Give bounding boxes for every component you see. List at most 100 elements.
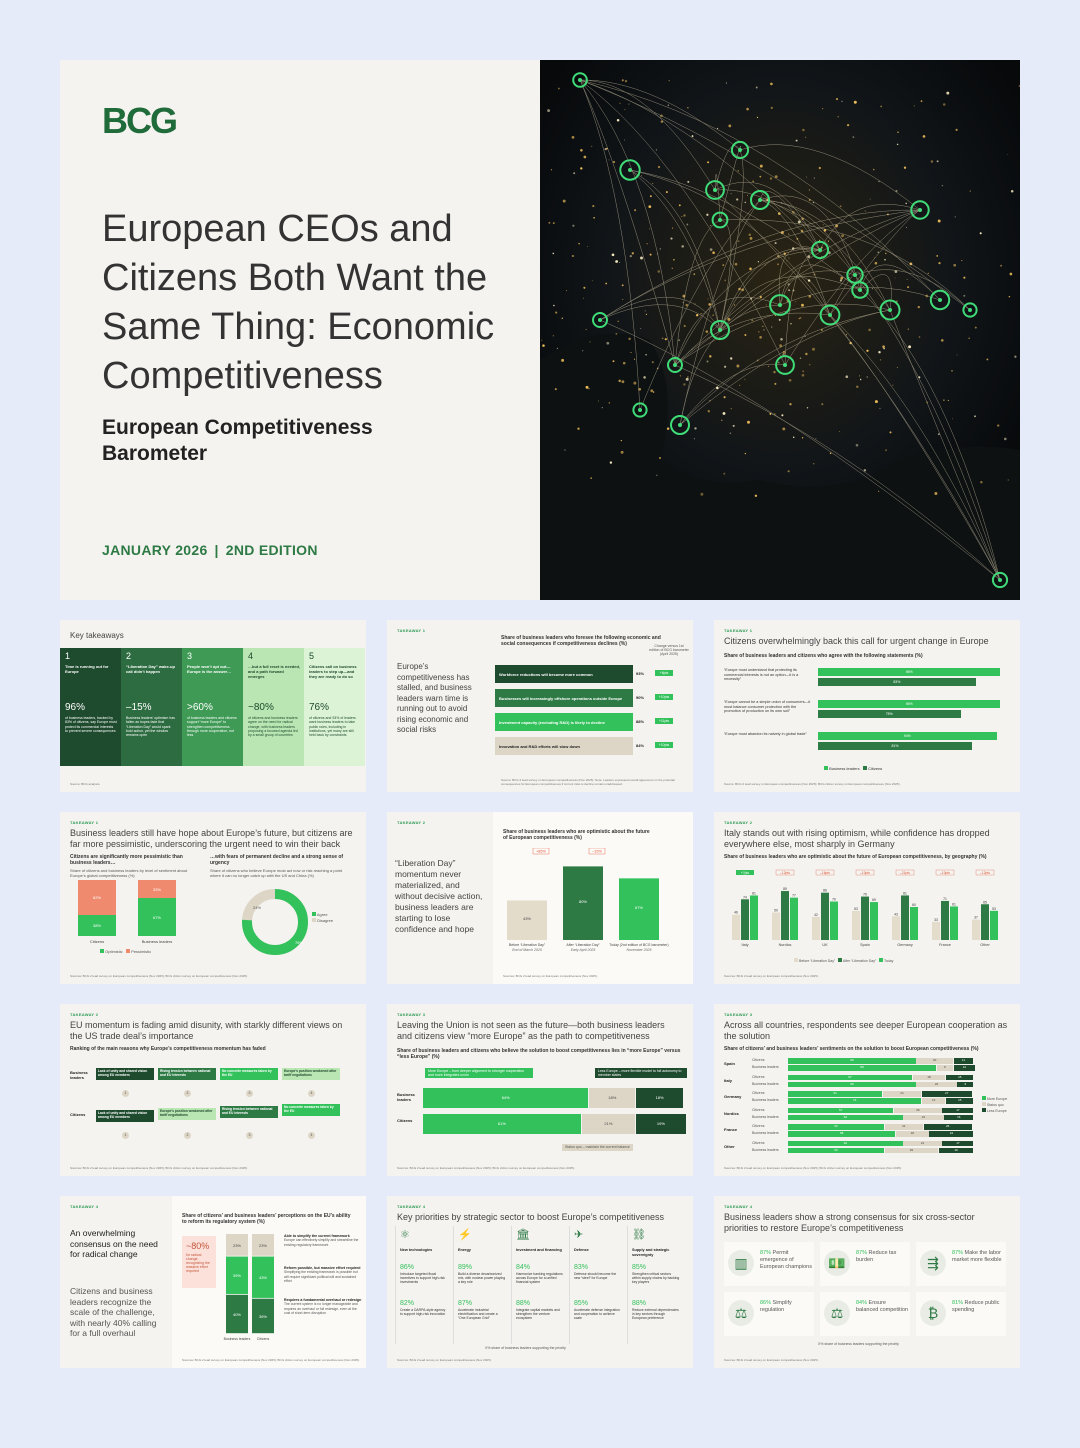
city-light xyxy=(839,431,841,433)
sector-icon: ⛓ xyxy=(632,1229,646,1241)
source-note: Sources: BCG 2 lead survey on European c… xyxy=(503,974,598,978)
network-link xyxy=(714,189,1001,581)
urgency-donut: 76% 24% xyxy=(242,889,308,955)
stack-segment: 67 xyxy=(788,1074,913,1080)
reform-note: Requires a fundamental overhaul or redes… xyxy=(284,1298,362,1315)
geo-label: Germany xyxy=(897,943,913,947)
city-light xyxy=(727,317,731,321)
stack-segment: 69 xyxy=(788,1081,916,1087)
network-hub-ring xyxy=(991,571,1009,589)
city-light xyxy=(765,304,767,306)
city-light xyxy=(754,494,758,497)
column-label: Citizens xyxy=(257,1337,270,1341)
city-light xyxy=(788,257,790,259)
sector-name: Supply and strategic sovereignty xyxy=(632,1248,670,1257)
geo-delta-badge xyxy=(935,869,955,876)
geo-delta-badge xyxy=(736,870,754,875)
city-light xyxy=(906,278,908,280)
network-hub-ring xyxy=(670,415,690,435)
takeaway-column: 3 People won’t opt out—Europe is the answ… xyxy=(182,648,243,766)
money-icon: 💵 xyxy=(824,1250,850,1276)
city-light xyxy=(800,229,804,233)
bar-value-label: 67% xyxy=(635,905,643,910)
city-light xyxy=(645,313,648,316)
city-light xyxy=(805,352,808,356)
city-light xyxy=(907,328,910,330)
takeaway-tag: TAKEAWAY 2 xyxy=(397,820,426,825)
network-hub-dot xyxy=(853,273,857,277)
city-light xyxy=(806,407,809,409)
city-light xyxy=(633,358,636,360)
geo-bar-value: 71 xyxy=(943,897,947,901)
network-hub-ring xyxy=(851,281,869,299)
city-light xyxy=(734,262,738,266)
city-light xyxy=(572,224,575,227)
network-link xyxy=(719,219,732,331)
city-light xyxy=(774,314,777,317)
europe-night-map-image xyxy=(540,60,1020,600)
geo-label: Spain xyxy=(860,943,870,947)
geo-bar-value: 65 xyxy=(983,900,987,904)
city-light xyxy=(780,338,783,341)
bar-category-label: Before “Liberation Day” xyxy=(509,943,546,947)
priority-card-pct: 87% xyxy=(856,1250,869,1256)
reform-segment-value: 40% xyxy=(233,1312,241,1317)
city-light xyxy=(788,289,791,292)
city-light xyxy=(774,382,777,385)
row-label: Business leaders xyxy=(397,1092,415,1102)
city-light xyxy=(908,345,912,349)
sector-name: Investment and financing xyxy=(516,1248,562,1252)
bcg-logo: BCG xyxy=(102,100,178,141)
network-hub-ring xyxy=(910,200,930,220)
city-light xyxy=(805,136,807,138)
city-light xyxy=(759,175,762,178)
city-light xyxy=(963,276,966,279)
city-light xyxy=(628,103,630,105)
optimism-bar xyxy=(507,900,547,940)
bar-value-label: 80% xyxy=(579,899,587,904)
city-light xyxy=(936,255,939,257)
leaders-bar: 94% xyxy=(818,732,997,740)
stack-segment: 11 xyxy=(953,1058,974,1064)
city-light xyxy=(649,228,651,230)
rank-marker: 2 xyxy=(184,1090,191,1097)
sector-name: New technologies xyxy=(400,1248,433,1252)
optimistic-segment: 38% xyxy=(78,914,116,936)
city-light xyxy=(744,452,747,455)
city-light xyxy=(894,277,896,279)
network-hub-dot xyxy=(818,248,822,252)
city-light xyxy=(872,168,875,171)
city-light xyxy=(707,410,710,413)
city-light xyxy=(643,376,646,379)
takeaway-description: of business leaders, backed by 83% of ci… xyxy=(65,716,117,733)
network-link xyxy=(719,270,856,331)
stack-segment: 62 xyxy=(788,1140,903,1146)
city-light xyxy=(685,303,689,307)
city-light xyxy=(733,304,736,306)
slide-country-cooperation: TAKEAWAY 3 Across all countries, respond… xyxy=(714,1004,1020,1176)
reform-segment-value: 23% xyxy=(259,1243,267,1248)
city-light xyxy=(942,103,946,106)
network-link xyxy=(759,199,891,311)
city-light xyxy=(679,375,681,377)
city-light xyxy=(665,191,668,194)
less-europe-segment: 18% xyxy=(636,1088,683,1108)
city-light xyxy=(555,311,558,314)
city-light xyxy=(955,128,958,132)
city-light xyxy=(633,381,637,385)
city-light xyxy=(789,403,792,406)
city-light xyxy=(1014,355,1017,358)
takeaway-number: 3 xyxy=(187,651,193,661)
city-light xyxy=(799,357,802,359)
city-light xyxy=(683,383,686,386)
network-hub-ring xyxy=(730,140,750,160)
slide-geography-optimism: TAKEAWAY 2 Italy stands out with rising … xyxy=(714,812,1020,984)
city-light xyxy=(629,254,632,258)
network-link xyxy=(714,173,721,221)
network-link xyxy=(599,297,721,331)
reform-segment-value: 23% xyxy=(233,1243,241,1248)
city-light xyxy=(777,263,779,266)
city-light xyxy=(787,470,790,473)
spending-icon: ₿ xyxy=(920,1300,946,1326)
city-light xyxy=(876,288,878,290)
